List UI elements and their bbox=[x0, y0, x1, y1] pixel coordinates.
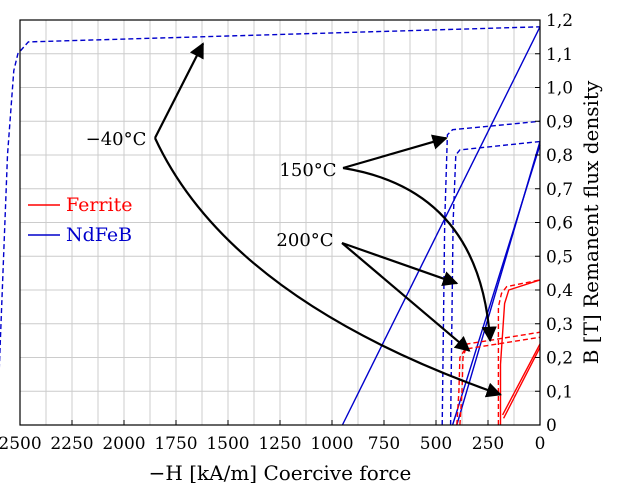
y-axis-label: B [T] Remanent flux density bbox=[579, 80, 603, 364]
annotation-arrow bbox=[154, 42, 204, 139]
x-tick-label: 1750 bbox=[154, 434, 197, 454]
annotation-label: 150°C bbox=[279, 160, 336, 181]
y-tick-label: 0,6 bbox=[546, 214, 573, 234]
legend-label: Ferrite bbox=[66, 194, 133, 216]
legend: Ferrite NdFeB bbox=[28, 194, 133, 246]
x-tick-label: 0 bbox=[535, 434, 546, 454]
series-ferrite-150-solid bbox=[501, 343, 541, 416]
x-axis-label: −H [kA/m] Coercive force bbox=[149, 461, 412, 485]
series-ferrite-200-solid bbox=[502, 347, 541, 419]
x-tick-label: 250 bbox=[472, 434, 504, 454]
y-tick-label: 1,0 bbox=[546, 79, 573, 99]
annotation-label: −40°C bbox=[86, 129, 147, 150]
series-ferrite-150-dashed bbox=[456, 336, 541, 426]
y-tick-label: 0,9 bbox=[546, 112, 573, 132]
annotation-arrow bbox=[341, 242, 471, 352]
series-ferrite-minus40-solid bbox=[499, 279, 541, 425]
grid bbox=[19, 19, 541, 426]
y-tick-label: 0,3 bbox=[546, 315, 573, 335]
annotation-label: 200°C bbox=[276, 230, 333, 251]
y-tick-label: 1,1 bbox=[546, 45, 573, 65]
y-tick-label: 1,2 bbox=[546, 11, 573, 31]
x-tick-label: 500 bbox=[420, 434, 452, 454]
y-tick-label: 0,7 bbox=[546, 180, 573, 200]
x-tick-label: 1500 bbox=[206, 434, 249, 454]
series-ndfeb-minus40-dashed bbox=[0, 26, 541, 368]
y-tick-label: 0,2 bbox=[546, 349, 573, 369]
series-ferrite-minus40-dashed bbox=[497, 279, 541, 425]
series-ndfeb-minus40-solid bbox=[341, 26, 541, 426]
ticks: 2500 2250 2000 1750 1500 1250 1000 750 500 250 000… bbox=[0, 11, 573, 454]
y-tick-label: 0,4 bbox=[546, 281, 573, 301]
x-tick-label: 1250 bbox=[258, 434, 301, 454]
x-tick-label: 2250 bbox=[50, 434, 93, 454]
x-tick-label: 1000 bbox=[310, 434, 353, 454]
annotations: −40°C 150°C 200°C bbox=[86, 42, 502, 398]
y-tick-label: 0,5 bbox=[546, 247, 573, 267]
series-ndfeb-200-solid bbox=[456, 141, 541, 426]
annotation-arrow bbox=[154, 137, 502, 398]
x-tick-label: 750 bbox=[368, 434, 400, 454]
annotation-arrow bbox=[341, 241, 459, 286]
annotation-arrow bbox=[342, 134, 448, 170]
y-tick-label: 0 bbox=[546, 416, 557, 436]
x-tick-label: 2500 bbox=[0, 434, 42, 454]
x-tick-label: 2000 bbox=[102, 434, 145, 454]
y-tick-label: 0,8 bbox=[546, 146, 573, 166]
y-tick-label: 0,1 bbox=[546, 382, 573, 402]
legend-label: NdFeB bbox=[66, 224, 132, 246]
annotation-arrow bbox=[342, 166, 497, 343]
